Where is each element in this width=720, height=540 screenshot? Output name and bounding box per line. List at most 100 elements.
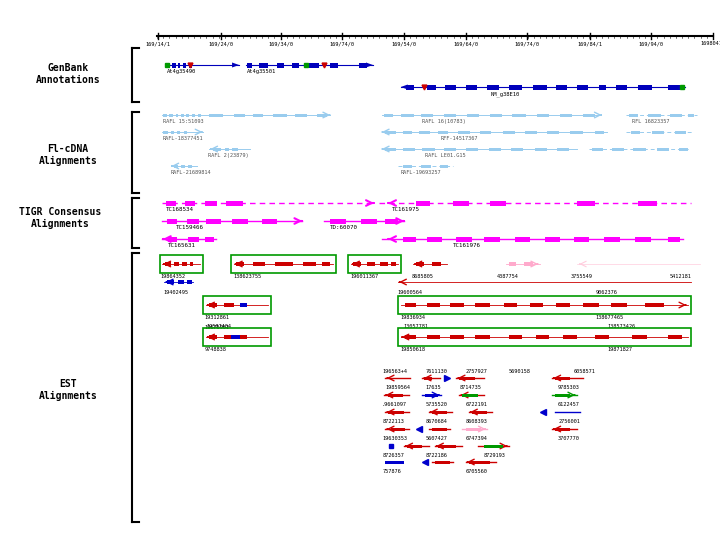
Bar	[210, 113, 223, 117]
Bar	[318, 113, 327, 117]
Bar	[657, 147, 669, 151]
Bar	[631, 131, 640, 133]
Bar	[509, 335, 522, 339]
Bar	[205, 200, 217, 206]
Bar	[525, 131, 537, 133]
Bar	[354, 262, 361, 266]
Bar	[212, 147, 220, 151]
Text: 8714735: 8714735	[459, 385, 481, 390]
Bar	[515, 237, 531, 241]
Bar	[634, 147, 646, 151]
Bar	[186, 280, 192, 284]
Bar	[639, 200, 657, 206]
Bar	[231, 335, 240, 339]
Bar	[189, 63, 192, 68]
Bar	[181, 113, 184, 117]
Bar	[604, 237, 620, 241]
Text: 3707770: 3707770	[558, 436, 580, 441]
Bar	[472, 410, 487, 414]
Bar	[184, 131, 187, 133]
Text: TC168534: TC168534	[166, 207, 194, 212]
Bar	[171, 131, 174, 133]
Bar	[595, 335, 608, 339]
Bar	[639, 84, 652, 90]
Bar	[536, 335, 549, 339]
Text: 6122457: 6122457	[558, 402, 580, 407]
Bar	[487, 84, 499, 90]
Bar	[438, 131, 449, 133]
Bar	[167, 280, 174, 284]
Bar	[384, 113, 393, 117]
Bar	[449, 303, 464, 307]
Text: TC159466: TC159466	[176, 225, 204, 230]
Bar	[509, 84, 522, 90]
Bar	[611, 303, 627, 307]
Text: 169/94/0: 169/94/0	[638, 41, 663, 46]
Text: TIGR Consensus
Alignments: TIGR Consensus Alignments	[19, 207, 101, 229]
Text: 6705560: 6705560	[466, 469, 487, 474]
Text: 19630353: 19630353	[382, 436, 408, 441]
Bar	[503, 131, 515, 133]
Text: RAFL-19693257: RAFL-19693257	[401, 170, 441, 175]
Text: 19587404: 19587404	[207, 324, 231, 329]
Bar	[207, 219, 221, 224]
Bar	[632, 335, 647, 339]
Text: 138623755: 138623755	[233, 274, 261, 279]
Bar	[556, 303, 570, 307]
Bar	[253, 113, 263, 117]
Bar	[176, 113, 178, 117]
Bar	[635, 237, 651, 241]
Bar	[421, 113, 433, 117]
Bar	[163, 113, 167, 117]
Bar	[224, 335, 233, 339]
Bar	[240, 303, 247, 307]
Text: TD:60070: TD:60070	[330, 225, 358, 230]
Bar	[574, 237, 589, 241]
Bar	[509, 262, 516, 266]
Bar	[535, 147, 547, 151]
Bar	[178, 63, 181, 68]
Bar	[431, 410, 447, 414]
Bar	[166, 200, 176, 206]
Bar	[427, 237, 442, 241]
Bar	[467, 113, 479, 117]
Text: 19864352: 19864352	[161, 274, 186, 279]
Text: 9748838: 9748838	[204, 347, 226, 352]
Text: 19836934: 19836934	[401, 315, 426, 320]
Bar	[276, 262, 293, 266]
FancyArrow shape	[366, 63, 373, 68]
Bar	[234, 113, 245, 117]
Text: RAFL 15:51093: RAFL 15:51093	[163, 119, 203, 124]
Text: 19312861: 19312861	[204, 315, 230, 320]
Bar	[178, 280, 184, 284]
Text: EST
Alignments: EST Alignments	[39, 379, 97, 401]
Text: 6747394: 6747394	[466, 436, 487, 441]
Bar	[185, 200, 195, 206]
Bar	[385, 219, 397, 224]
Bar	[469, 461, 490, 463]
Text: 169/34/0: 169/34/0	[269, 41, 294, 46]
Bar	[418, 131, 430, 133]
Bar	[648, 113, 660, 117]
Bar	[668, 335, 682, 339]
Bar	[440, 165, 449, 167]
Bar	[670, 113, 682, 117]
Bar	[189, 262, 194, 266]
Bar	[233, 147, 238, 151]
Bar	[675, 131, 686, 133]
Bar	[163, 131, 168, 133]
Bar	[165, 262, 171, 266]
Text: 8722186: 8722186	[426, 453, 447, 458]
Text: 2756001: 2756001	[558, 419, 580, 424]
Bar	[226, 200, 243, 206]
Bar	[599, 84, 606, 90]
Bar	[431, 262, 441, 266]
Bar	[310, 63, 319, 68]
Bar	[181, 165, 185, 167]
Text: RFF-14517367: RFF-14517367	[441, 136, 478, 141]
Text: GenBank
Annotations: GenBank Annotations	[36, 63, 100, 85]
Bar	[560, 113, 572, 117]
Bar	[513, 113, 526, 117]
Bar	[236, 262, 244, 266]
Bar	[595, 131, 604, 133]
